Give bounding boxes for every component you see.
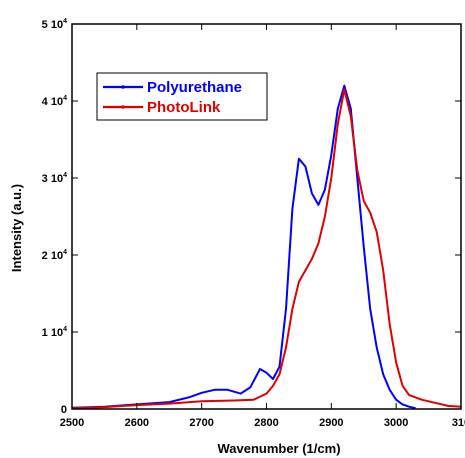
legend-marker-polyurethane <box>121 85 125 89</box>
legend: Polyurethane PhotoLink <box>96 72 268 121</box>
legend-box <box>96 72 268 121</box>
y-tick-label: 3 104 <box>42 172 67 185</box>
x-tick-label: 3000 <box>384 417 408 429</box>
series-line-polyurethane <box>71 84 416 410</box>
legend-label-polyurethane: Polyurethane <box>147 79 242 96</box>
legend-label-photolink: PhotoLink <box>147 99 221 116</box>
legend-marker-photolink <box>121 105 125 109</box>
y-tick-label: 2 104 <box>42 249 67 262</box>
y-axis-title: Intensity (a.u.) <box>9 184 24 272</box>
x-tick-label: 2500 <box>60 417 84 429</box>
x-tick-label: 2700 <box>189 417 213 429</box>
y-tick-label: 4 104 <box>42 95 67 108</box>
x-tick-label: 2600 <box>125 417 149 429</box>
series-layer <box>71 84 462 410</box>
x-tick-label: 2900 <box>319 417 343 429</box>
y-tick-label: 0 <box>61 404 67 416</box>
x-tick-label: 2800 <box>254 417 278 429</box>
y-tick-label: 1 104 <box>42 326 67 339</box>
series-line-photolink <box>71 88 462 410</box>
x-axis-title: Wavenumber (1/cm) <box>217 441 340 456</box>
x-tick-label: 310 <box>452 417 465 429</box>
y-tick-label: 5 104 <box>42 18 67 31</box>
